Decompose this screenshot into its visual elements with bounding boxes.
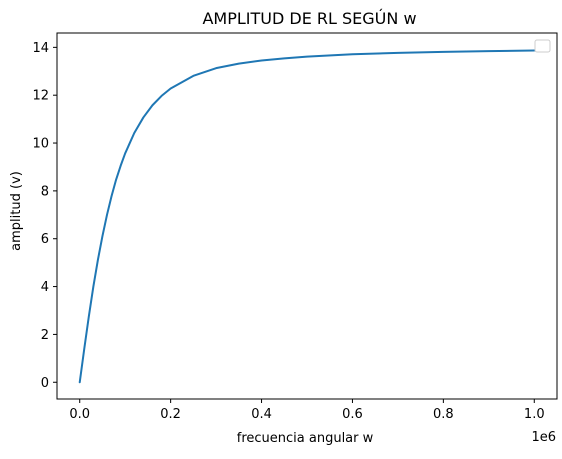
plot-area [57, 33, 557, 399]
series-line-0 [78, 49, 536, 384]
y-tick-label: 14 [32, 41, 49, 56]
y-tick-label: 6 [41, 232, 49, 247]
x-tick-label: 0.6 [342, 407, 363, 422]
x-tick-label: 0.2 [160, 407, 181, 422]
y-axis-title: amplitud (v) [9, 171, 24, 251]
y-tick-label: 8 [41, 184, 49, 199]
axes-frame [56, 32, 558, 400]
chart-title: AMPLITUD DE RL SEGÚN w [202, 9, 416, 28]
y-tick-label: 10 [32, 137, 49, 152]
y-tick-label: 12 [32, 89, 49, 104]
x-tick-label: 0.4 [251, 407, 272, 422]
x-tick-label: 0.0 [69, 407, 90, 422]
x-tick-label: 1.0 [524, 407, 545, 422]
x-axis-offset-label: 1e6 [531, 430, 556, 445]
legend-box [534, 39, 551, 53]
y-tick-label: 0 [41, 376, 49, 391]
y-tick-label: 4 [41, 280, 49, 295]
y-tick-label: 2 [41, 328, 49, 343]
x-axis-title: frecuencia angular w [237, 431, 374, 446]
x-tick-label: 0.8 [433, 407, 454, 422]
